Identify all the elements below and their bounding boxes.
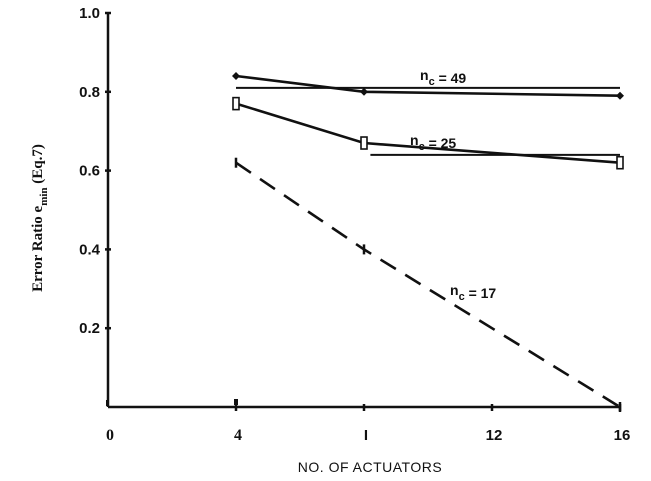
series-line-3: [235, 161, 621, 409]
annotations: nc = 49 nc = 25 nc = 17: [410, 67, 496, 303]
x-tick-label: 12: [486, 427, 503, 444]
x-tick-label: 16: [614, 427, 631, 444]
y-tick-label: 0.2: [79, 320, 100, 337]
y-tick-label: 1.0: [79, 5, 100, 22]
diamond-marker: [232, 72, 240, 81]
series-line-2: [235, 102, 621, 164]
baseline-marker: [234, 399, 238, 405]
tick-labels: 0.2 0.4 0.6 0.8 1.0 0 4 I 12 16: [79, 5, 630, 444]
x-tick-label: 4: [234, 427, 242, 444]
square-marker: [616, 155, 624, 170]
diamond-marker: [616, 91, 624, 100]
square-marker: [232, 96, 240, 111]
series-annotation: nc = 17: [450, 282, 496, 303]
y-axis-label: Error Ratio emin (Eq.7): [30, 144, 50, 292]
series-annotation: nc = 25: [410, 132, 456, 153]
y-tick-label: 0.6: [79, 163, 100, 180]
origin-marker: [106, 400, 109, 406]
y-tick-label: 0.8: [79, 84, 100, 101]
x-axis-label: NO. OF ACTUATORS: [298, 459, 442, 475]
y-tick-label: 0.4: [79, 241, 101, 258]
square-marker: [360, 136, 368, 150]
x-tick-label: 0: [106, 427, 114, 444]
axes: [106, 13, 620, 409]
diamond-marker: [360, 87, 368, 96]
x-tick-label: I: [364, 427, 368, 444]
series-layer: [106, 72, 624, 412]
reference-lines: [236, 86, 620, 156]
series-annotation: nc = 49: [420, 67, 466, 88]
